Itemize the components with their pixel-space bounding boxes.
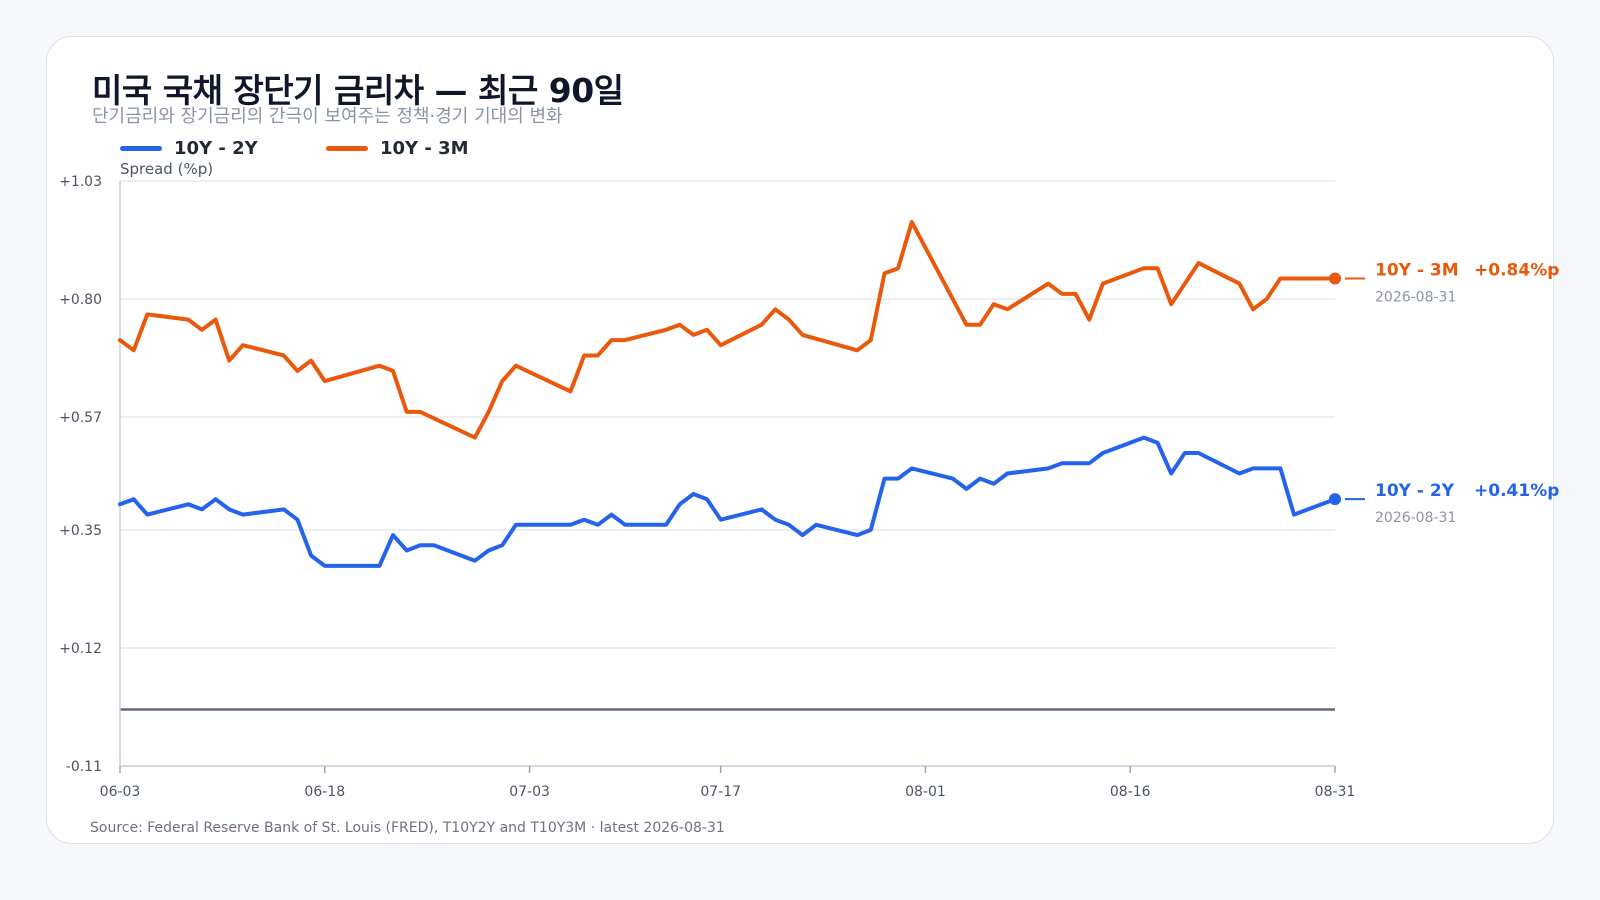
y-tick-label: +1.03 <box>59 174 102 190</box>
chart-subtitle: 단기금리와 장기금리의 간극이 보여주는 정책·경기 기대의 변화 <box>92 106 563 127</box>
y-axis-label: Spread (%p) <box>120 160 213 178</box>
legend-item-10y-2y[interactable]: 10Y - 2Y <box>120 138 258 159</box>
series-end-value-10y-2y: +0.41%p <box>1474 481 1559 501</box>
series-end-label-10y-3m: 10Y - 3M <box>1375 261 1459 281</box>
series-line-10y-3m <box>118 220 1337 440</box>
x-tick-label: 08-31 <box>1315 784 1356 800</box>
x-tick-label: 06-03 <box>100 784 141 800</box>
y-tick-label: -0.11 <box>66 759 102 775</box>
x-tick-label: 08-01 <box>905 784 946 800</box>
x-tick-label: 07-03 <box>509 784 550 800</box>
x-tick-label: 07-17 <box>700 784 741 800</box>
y-tick-label: +0.12 <box>59 641 102 657</box>
legend-swatch-10y-2y <box>120 146 162 151</box>
y-tick-label: +0.35 <box>59 523 102 539</box>
series-end-label-10y-2y: 10Y - 2Y <box>1375 481 1455 501</box>
series-line-10y-2y <box>118 435 1337 568</box>
series-end-date-10y-2y: 2026-08-31 <box>1375 510 1456 526</box>
series-end-dot-10y-3m <box>1329 272 1341 285</box>
x-tick-label: 08-16 <box>1110 784 1151 800</box>
series-end-value-10y-3m: +0.84%p <box>1474 261 1559 281</box>
x-tick-label: 06-18 <box>304 784 345 800</box>
legend-swatch-10y-3m <box>326 146 368 151</box>
y-tick-label: +0.80 <box>59 292 102 308</box>
legend-item-10y-3m[interactable]: 10Y - 3M <box>326 138 469 159</box>
source-footer: Source: Federal Reserve Bank of St. Loui… <box>90 820 725 836</box>
series-end-dot-10y-2y <box>1329 493 1341 506</box>
chart-title: 미국 국채 장단기 금리차 — 최근 90일 <box>92 71 624 110</box>
legend-label-10y-3m: 10Y - 3M <box>380 138 469 159</box>
legend-label-10y-2y: 10Y - 2Y <box>174 138 258 159</box>
y-tick-label: +0.57 <box>59 410 102 426</box>
series-end-date-10y-3m: 2026-08-31 <box>1375 290 1456 306</box>
